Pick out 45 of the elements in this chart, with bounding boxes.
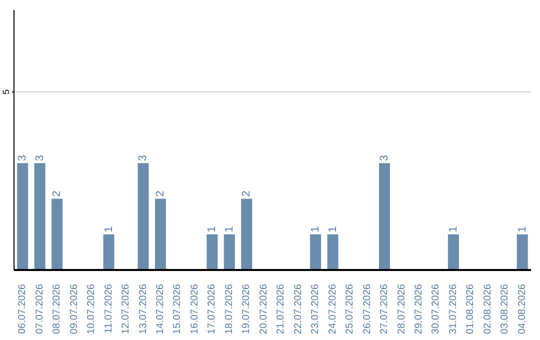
data-label: 2 <box>240 190 253 197</box>
x-tick-label: 22.07.2026 <box>292 284 304 334</box>
x-tick-label: 03.08.2026 <box>500 284 511 334</box>
x-tick-label: 04.08.2026 <box>516 284 528 334</box>
x-tick-label: 02.08.2026 <box>482 284 494 334</box>
data-label: 1 <box>326 226 339 232</box>
x-tick-label: 15.07.2026 <box>172 284 184 334</box>
x-tick-label: 08.07.2026 <box>52 284 63 334</box>
x-tick-label: 18.07.2026 <box>224 284 235 334</box>
x-tick-label: 01.08.2026 <box>465 284 476 334</box>
data-label: 1 <box>447 226 460 232</box>
x-tick-label: 27.07.2026 <box>379 284 390 334</box>
data-label: 1 <box>223 226 236 232</box>
data-label: 3 <box>378 155 390 162</box>
data-label: 3 <box>16 155 29 162</box>
x-tick-label: 16.07.2026 <box>189 284 200 334</box>
x-tick-label: 11.07.2026 <box>103 284 114 334</box>
x-tick-label: 12.07.2026 <box>120 284 132 334</box>
x-tick-label: 23.07.2026 <box>310 284 322 334</box>
x-tick-label: 31.07.2026 <box>448 284 459 334</box>
x-tick-label: 13.07.2026 <box>138 284 149 334</box>
data-label: 1 <box>310 226 322 232</box>
data-label: 1 <box>516 226 528 232</box>
data-label: 2 <box>51 190 64 197</box>
data-label: 1 <box>102 226 115 232</box>
x-tick-label: 30.07.2026 <box>430 284 442 334</box>
x-tick-label: 19.07.2026 <box>241 284 252 334</box>
y-tick-label: 5 <box>1 89 11 94</box>
data-label: 1 <box>206 226 218 232</box>
data-label: 3 <box>34 155 46 162</box>
x-tick-label: 20.07.2026 <box>258 284 270 334</box>
x-tick-label: 10.07.2026 <box>86 284 98 334</box>
data-label: 3 <box>137 155 150 162</box>
data-label: 2 <box>154 190 166 197</box>
x-tick-label: 17.07.2026 <box>206 284 218 334</box>
x-tick-label: 06.07.2026 <box>17 284 28 334</box>
x-tick-label: 24.07.2026 <box>327 284 338 334</box>
x-tick-label: 26.07.2026 <box>362 284 373 334</box>
x-tick-label: 09.07.2026 <box>68 284 80 334</box>
x-tick-label: 14.07.2026 <box>154 284 166 334</box>
x-tick-label: 07.07.2026 <box>34 284 46 334</box>
x-tick-label: 29.07.2026 <box>413 284 424 334</box>
x-tick-label: 21.07.2026 <box>276 284 287 334</box>
x-tick-label: 28.07.2026 <box>396 284 408 334</box>
x-tick-label: 25.07.2026 <box>344 284 356 334</box>
